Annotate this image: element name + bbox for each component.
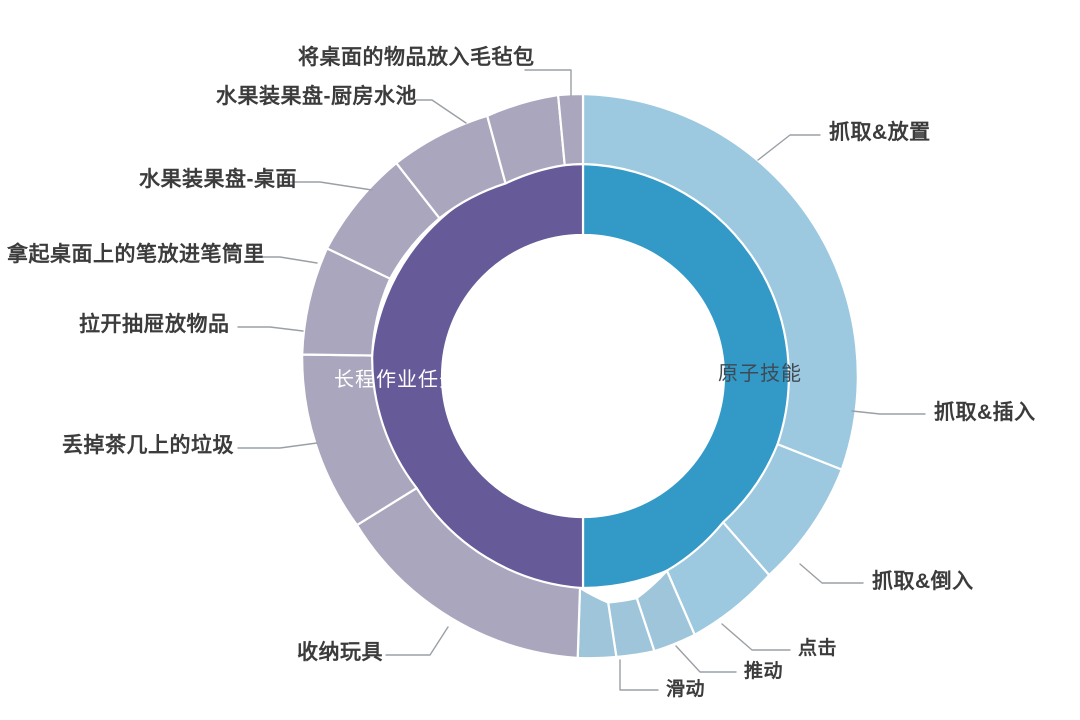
leader-line-grasp-and-insert [851, 410, 926, 415]
label-store-toys: 收纳玩具 [297, 641, 383, 664]
leader-line-fruit-plate-desktop [279, 181, 373, 191]
leader-line-items-into-felt-bag [524, 69, 572, 97]
label-grasp-and-pour: 抓取&倒入 [872, 570, 974, 593]
leader-line-slide [619, 659, 659, 691]
label-slide: 滑动 [666, 679, 706, 700]
label-push: 推动 [744, 661, 784, 682]
leader-line-pick-pen-into-holder [246, 256, 318, 264]
label-items-into-felt-bag: 将桌面的物品放入毛毡包 [298, 46, 535, 69]
leader-line-grasp-and-pour [799, 563, 864, 584]
label-atomic-skills: 原子技能 [718, 363, 802, 385]
leader-line-fruit-plate-kitchen-sink [413, 99, 467, 124]
label-open-drawer: 拉开抽屉放物品 [79, 313, 230, 336]
outer-segment-slide[interactable] [576, 586, 618, 660]
label-click: 点击 [798, 638, 838, 659]
leader-line-store-toys [385, 626, 449, 656]
label-grasp-and-insert: 抓取&插入 [934, 401, 1036, 424]
leader-line-grasp-and-place [757, 134, 821, 161]
leader-lines-group [237, 69, 926, 691]
label-fruit-plate-kitchen-sink: 水果装果盘-厨房水池 [216, 85, 417, 108]
leader-line-throw-away-trash [237, 442, 318, 449]
leader-line-open-drawer [237, 326, 304, 332]
leader-line-push [675, 645, 737, 673]
outer-segment-grasp-and-place[interactable] [581, 92, 859, 471]
label-pick-pen-into-holder: 拿起桌面上的笔放进笔筒里 [7, 243, 265, 266]
leader-line-click [721, 623, 791, 651]
outer-segment-items-into-felt-bag[interactable] [557, 92, 585, 167]
label-throw-away-trash: 丢掉茶几上的垃圾 [62, 434, 234, 457]
label-grasp-and-place: 抓取&放置 [829, 121, 931, 144]
label-fruit-plate-desktop: 水果装果盘-桌面 [139, 168, 297, 191]
label-long-horizon-tasks: 长程作业任务 [334, 369, 460, 391]
outer-ring-group [301, 92, 859, 660]
